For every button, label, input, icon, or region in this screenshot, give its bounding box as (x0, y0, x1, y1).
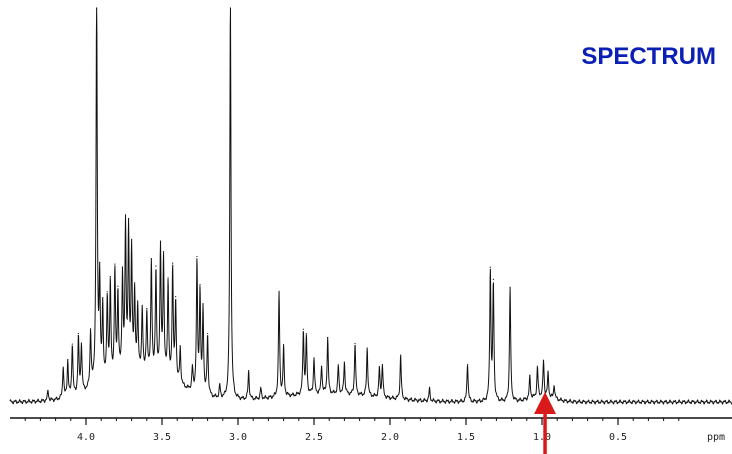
spectrum-peak-48 (354, 342, 356, 345)
x-axis-ticks: 4.0 3.5 3.0 2.5 2.0 1.5 1.0 0.5 ppm (24, 418, 725, 443)
spectrum-peak-31 (196, 255, 198, 258)
spectrum-peak-40 (283, 343, 285, 346)
spectrum-peak-35 (219, 383, 221, 385)
spectrum-peak-27 (172, 262, 174, 264)
spectrum-peak-2 (67, 359, 69, 361)
spectrum-peak-58 (529, 374, 531, 376)
spectrum-peak-19 (137, 300, 139, 302)
x-tick-label: 1.5 (457, 432, 475, 443)
x-tick-label: 3.0 (229, 432, 247, 443)
spectrum-peak-45 (327, 336, 329, 339)
spectrum-peak-25 (162, 251, 165, 253)
spectrum-peak-34 (207, 332, 209, 335)
spectrum-peak-13 (117, 285, 119, 287)
spectrum-peak-44 (321, 365, 323, 367)
spectrum-peak-46 (337, 364, 339, 366)
spectrum-peak-33 (202, 303, 204, 305)
spectrum-peak-26 (167, 277, 169, 279)
spectrum-peak-4 (77, 332, 79, 335)
spectrum-peak-59 (536, 365, 539, 367)
x-tick-label: 2.0 (381, 432, 399, 443)
spectrum-peak-17 (131, 238, 133, 240)
spectrum-peak-32 (199, 284, 201, 286)
x-tick-label: 0.5 (609, 432, 627, 443)
spectrum-peak-51 (381, 364, 383, 366)
spectrum-peak-23 (155, 265, 157, 267)
highlight-arrow (534, 392, 557, 454)
spectrum-peak-50 (378, 365, 380, 368)
spectrum-peak-24 (159, 240, 162, 242)
spectrum-peak-36 (229, 7, 231, 9)
spectrum-peak-1 (62, 366, 64, 368)
x-tick-label: 4.0 (77, 432, 95, 443)
spectrum-peak-9 (102, 297, 104, 299)
spectrum-peak-5 (80, 342, 83, 344)
spectrum-peak-12 (114, 263, 116, 265)
spectrum-peak-60 (542, 359, 545, 361)
spectrum-peak-56 (492, 278, 494, 280)
spectrum-peak-11 (109, 275, 111, 278)
spectrum-peak-28 (175, 296, 177, 298)
spectrum-peak-7 (96, 7, 98, 9)
x-tick-label: 2.5 (305, 432, 323, 443)
spectrum-peak-43 (313, 357, 315, 359)
spectrum-peak-62 (553, 385, 555, 387)
spectrum-trace (9, 7, 732, 405)
spectrum-peak-53 (428, 386, 431, 388)
spectrum-peak-61 (547, 370, 549, 372)
spectrum-peak-41 (302, 328, 304, 330)
spectrum-annotation-label: SPECTRUM (581, 43, 716, 70)
spectrum-peak-55 (489, 266, 491, 268)
spectrum-peak-52 (400, 354, 402, 356)
spectrum-peak-16 (127, 217, 130, 220)
spectrum-peak-22 (150, 257, 152, 260)
spectrum-peak-37 (248, 370, 250, 372)
arrow-head (534, 392, 557, 414)
spectrum-peak-54 (466, 364, 469, 366)
spectrum-trace-group (9, 7, 732, 405)
x-tick-label: 1.0 (533, 432, 551, 443)
spectrum-peak-10 (106, 291, 108, 293)
spectrum-peak-15 (124, 214, 127, 216)
spectrum-peak-21 (146, 308, 148, 310)
x-tick-label: 3.5 (153, 432, 171, 443)
spectrum-peak-39 (278, 290, 280, 292)
spectrum-peak-47 (343, 361, 345, 363)
spectrum-peak-6 (89, 328, 92, 330)
spectrum-peak-18 (134, 282, 136, 284)
spectrum-peak-14 (121, 266, 124, 268)
spectrum-peak-42 (305, 333, 307, 335)
spectrum-peak-29 (179, 345, 181, 347)
x-axis-unit-label: ppm (707, 432, 725, 443)
spectrum-peak-3 (71, 343, 73, 345)
spectrum-peak-57 (509, 286, 511, 288)
spectrum-peak-0 (47, 389, 49, 392)
spectrum-peak-49 (366, 347, 368, 349)
spectrum-peak-38 (260, 387, 262, 389)
spectrum-peak-20 (141, 304, 143, 306)
spectrum-peak-8 (99, 261, 101, 263)
spectrum-peak-30 (191, 364, 193, 366)
